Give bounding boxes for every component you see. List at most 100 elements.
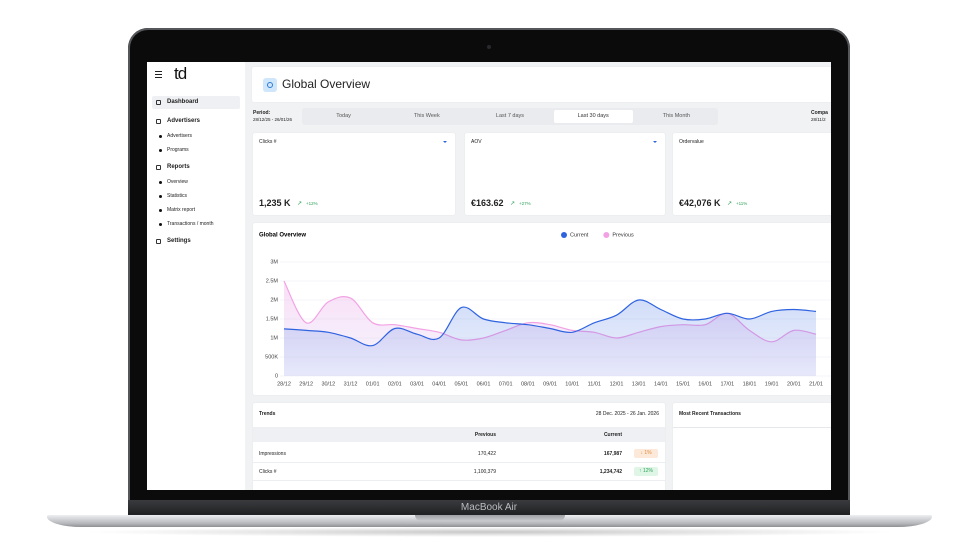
x-tick-label: 06/01 [477, 381, 491, 387]
tab[interactable]: Last 7 days [495, 113, 525, 119]
nav-subitem[interactable]: Advertisers [167, 133, 193, 139]
kpi-value: €163.62 [471, 198, 504, 208]
nav-subitem[interactable]: Overview [167, 179, 188, 185]
nav-icon [156, 238, 161, 244]
kpi-change: +27% [519, 201, 531, 206]
y-tick-label: 0 [275, 373, 278, 379]
row-divider [253, 480, 665, 481]
device-shadow [80, 527, 900, 537]
menu-icon[interactable] [155, 71, 163, 78]
nav-bullet [159, 134, 162, 138]
nav-item[interactable]: Settings [152, 235, 240, 248]
table-header [253, 427, 665, 442]
chart-card: Global Overview 0 500K 1M 1.5M 2M 2.5M 3M 28/12… [253, 223, 831, 395]
trend-arrow: ↗ [727, 201, 733, 207]
x-tick-label: 09/01 [543, 381, 557, 387]
nav-item[interactable]: Dashboard [152, 95, 240, 109]
tab[interactable]: This Week [413, 113, 440, 119]
x-tick-label: 13/01 [632, 381, 646, 387]
x-tick-label: 05/01 [454, 381, 468, 387]
laptop-base [47, 515, 932, 527]
series-area [284, 299, 816, 376]
x-tick-label: 29/12 [299, 381, 313, 387]
header-icon [263, 78, 277, 92]
nav-subitem[interactable]: Matrix report [167, 207, 196, 213]
nav-icon [156, 99, 161, 105]
column-header: Current [603, 432, 622, 438]
row-divider [253, 462, 665, 463]
tab[interactable]: Today [336, 113, 351, 119]
nav-bullet [159, 180, 162, 184]
nav-label[interactable]: Reports [167, 163, 190, 170]
column-header: Previous [474, 432, 496, 438]
x-tick-label: 17/01 [720, 381, 734, 387]
sidebar: td Dashboard Advertisers Advertisers Progra… [147, 62, 245, 490]
nav-item[interactable]: Reports [152, 161, 240, 174]
badge-arrow: ↑ [639, 468, 643, 474]
cell-previous: 170,422 [477, 451, 496, 457]
kpi-value: €42,076 K [679, 198, 721, 208]
cell-current: 167,987 [603, 451, 622, 457]
nav-label[interactable]: Settings [167, 237, 191, 244]
kpi-card: AOV €163.62 ↗ +27% [465, 133, 665, 215]
device-label: MacBook Air [460, 502, 518, 513]
y-tick-label: 2M [270, 297, 278, 303]
nav-subitem[interactable]: Statistics [167, 193, 188, 199]
x-tick-label: 07/01 [499, 381, 513, 387]
nav-item[interactable]: Advertisers [152, 115, 240, 128]
transactions-title: Most Recent Transactions [679, 411, 741, 417]
compare-label: Compa [811, 110, 828, 116]
cell-current: 1,234,742 [599, 469, 622, 475]
badge-arrow: ↓ [640, 450, 645, 456]
nav-label[interactable]: Advertisers [167, 117, 201, 124]
nav-subitem[interactable]: Programs [167, 147, 189, 153]
kpi-title: Ordervalue [679, 139, 704, 145]
laptop-notch [415, 515, 565, 521]
x-tick-label: 08/01 [521, 381, 535, 387]
legend-label: Previous [612, 232, 634, 238]
legend-label: Current [570, 232, 589, 238]
nav-label[interactable]: Dashboard [167, 98, 199, 105]
row-label: Clicks # [259, 469, 277, 475]
nav-subitem[interactable]: Transactions / month [167, 221, 214, 227]
nav-bullet [159, 208, 162, 212]
x-tick-label: 12/01 [610, 381, 624, 387]
kpi-dropdown[interactable] [653, 141, 657, 143]
y-tick-label: 3M [270, 259, 278, 265]
nav-icon [156, 164, 161, 170]
kpi-card: Ordervalue €42,076 K ↗ +11% [673, 133, 831, 215]
trend-arrow: ↗ [297, 201, 303, 207]
tab[interactable]: This Month [662, 113, 690, 119]
legend-marker [561, 232, 567, 238]
row-label: Impressions [259, 451, 286, 457]
trends-range: 28 Dec. 2025 - 26 Jan. 2026 [595, 411, 659, 417]
x-tick-label: 30/12 [321, 381, 335, 387]
x-tick-label: 15/01 [676, 381, 690, 387]
y-tick-label: 1.5M [266, 316, 279, 322]
kpi-title: Clicks # [259, 139, 277, 145]
laptop-hinge [128, 500, 850, 516]
x-tick-label: 04/01 [432, 381, 446, 387]
kpi-value: 1,235 K [259, 198, 291, 208]
x-tick-label: 11/01 [588, 381, 601, 387]
chart: Global Overview 0 500K 1M 1.5M 2M 2.5M 3M 28/12… [259, 232, 831, 387]
cell-previous: 1,100,379 [473, 469, 496, 475]
period-range: 28/12/25 - 26/01/26 [253, 117, 293, 122]
nav-bullet [159, 194, 162, 198]
kpi-change: +12% [306, 201, 318, 206]
x-tick-label: 02/01 [388, 381, 402, 387]
x-tick-label: 03/01 [410, 381, 424, 387]
x-tick-label: 14/01 [654, 381, 668, 387]
screen: td Dashboard Advertisers Advertisers Progra… [147, 62, 831, 490]
legend-marker [603, 232, 610, 238]
tab[interactable]: Last 30 days [553, 110, 633, 123]
period-label: Period: [253, 110, 271, 116]
x-tick-label: 10/01 [565, 381, 579, 387]
y-tick-label: 500K [265, 354, 278, 360]
kpi-dropdown[interactable] [443, 141, 447, 143]
compare-range: 28/11/2 [811, 117, 826, 122]
logo[interactable]: td [174, 64, 187, 83]
chart-title: Global Overview [259, 233, 306, 239]
nav-bullet [159, 222, 162, 226]
x-tick-label: 01/01 [366, 381, 380, 387]
